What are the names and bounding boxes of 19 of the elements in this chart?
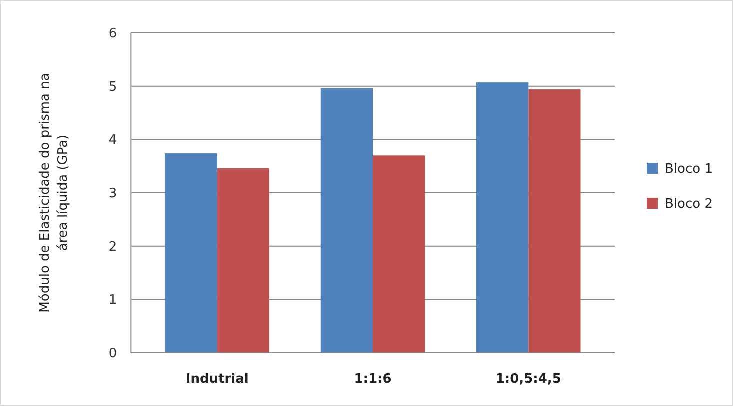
bar: [217, 168, 270, 353]
bar: [528, 90, 581, 353]
x-tick-label: Indutrial: [186, 372, 249, 387]
bar: [476, 82, 529, 353]
bar: [320, 88, 373, 353]
y-tick-label: 3: [108, 186, 118, 202]
x-tick-label: 1:0,5:4,5: [496, 372, 562, 387]
y-tick-label: 4: [108, 133, 118, 148]
legend-label: Bloco 1: [665, 162, 713, 177]
y-axis-title: Módulo de Elasticidade do prisma na área líquida (GPa): [38, 73, 71, 313]
y-tick-label: 1: [108, 293, 118, 308]
x-tick-label: 1:1:6: [354, 372, 392, 387]
y-tick-label: 0: [108, 346, 118, 362]
bar: [373, 156, 426, 353]
y-tick-label: 5: [108, 80, 118, 95]
y-tick-label: 6: [108, 26, 118, 42]
legend-label: Bloco 2: [665, 197, 713, 212]
y-tick-label: 2: [108, 240, 118, 255]
bar: [165, 154, 218, 353]
